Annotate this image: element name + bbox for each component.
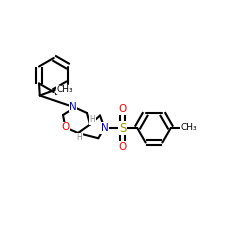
- Text: H: H: [90, 116, 96, 124]
- Text: N: N: [69, 102, 77, 112]
- Text: H: H: [76, 134, 82, 142]
- Text: O: O: [118, 142, 127, 152]
- Text: O: O: [62, 122, 70, 132]
- Text: O: O: [118, 104, 127, 115]
- Text: CH₃: CH₃: [181, 123, 198, 132]
- Text: CH₃: CH₃: [56, 85, 73, 94]
- Text: N: N: [100, 123, 108, 133]
- Text: S: S: [119, 122, 126, 134]
